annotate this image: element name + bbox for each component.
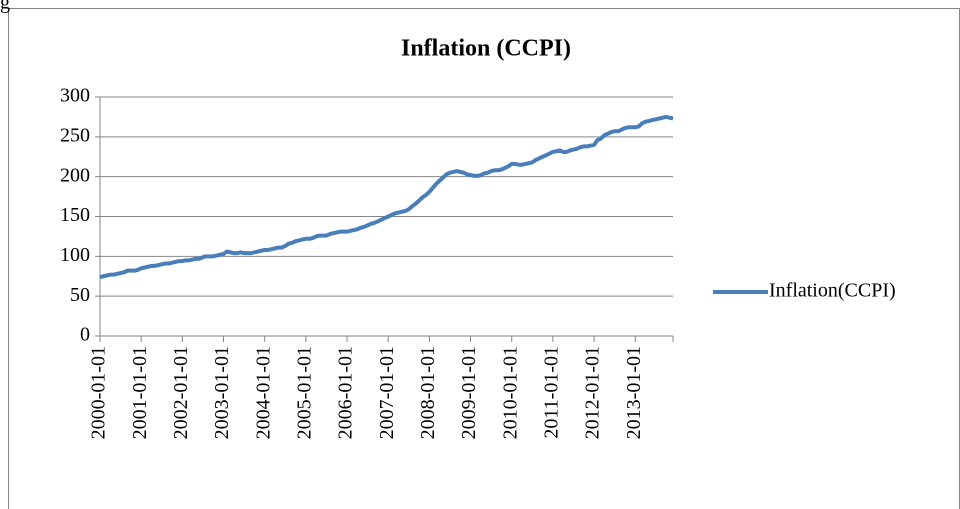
y-tick-label: 0: [80, 324, 90, 346]
x-tick-label: 2007-01-01: [376, 346, 398, 439]
x-tick-label: 2006-01-01: [335, 346, 357, 439]
y-tick-label: 250: [60, 124, 90, 146]
x-tick-label: 2002-01-01: [170, 346, 192, 439]
x-tick-label: 2000-01-01: [88, 346, 110, 439]
x-tick-label: 2011-01-01: [541, 346, 563, 439]
x-tick-label: 2008-01-01: [417, 346, 439, 439]
chart-title: Inflation (CCPI): [401, 36, 571, 62]
x-tick-label: 2009-01-01: [458, 346, 480, 439]
x-tick-label: 2013-01-01: [623, 346, 645, 439]
y-tick-label: 100: [60, 244, 90, 266]
y-tick-label: 150: [60, 204, 90, 226]
x-tick-label: 2001-01-01: [129, 346, 151, 439]
x-tick-label: 2012-01-01: [582, 346, 604, 439]
y-tick-label: 50: [70, 284, 90, 306]
data-line: [99, 114, 674, 279]
annotation: g: [0, 0, 10, 14]
chart-border: [8, 8, 960, 509]
legend-label: Inflation(CCPI): [769, 280, 896, 302]
x-tick-label: 2005-01-01: [293, 346, 315, 439]
y-tick-label: 200: [60, 164, 90, 186]
x-tick-label: 2003-01-01: [211, 346, 233, 439]
x-tick-label: 2004-01-01: [252, 346, 274, 439]
y-tick-label: 300: [60, 85, 90, 107]
x-tick-label: 2010-01-01: [499, 346, 521, 439]
